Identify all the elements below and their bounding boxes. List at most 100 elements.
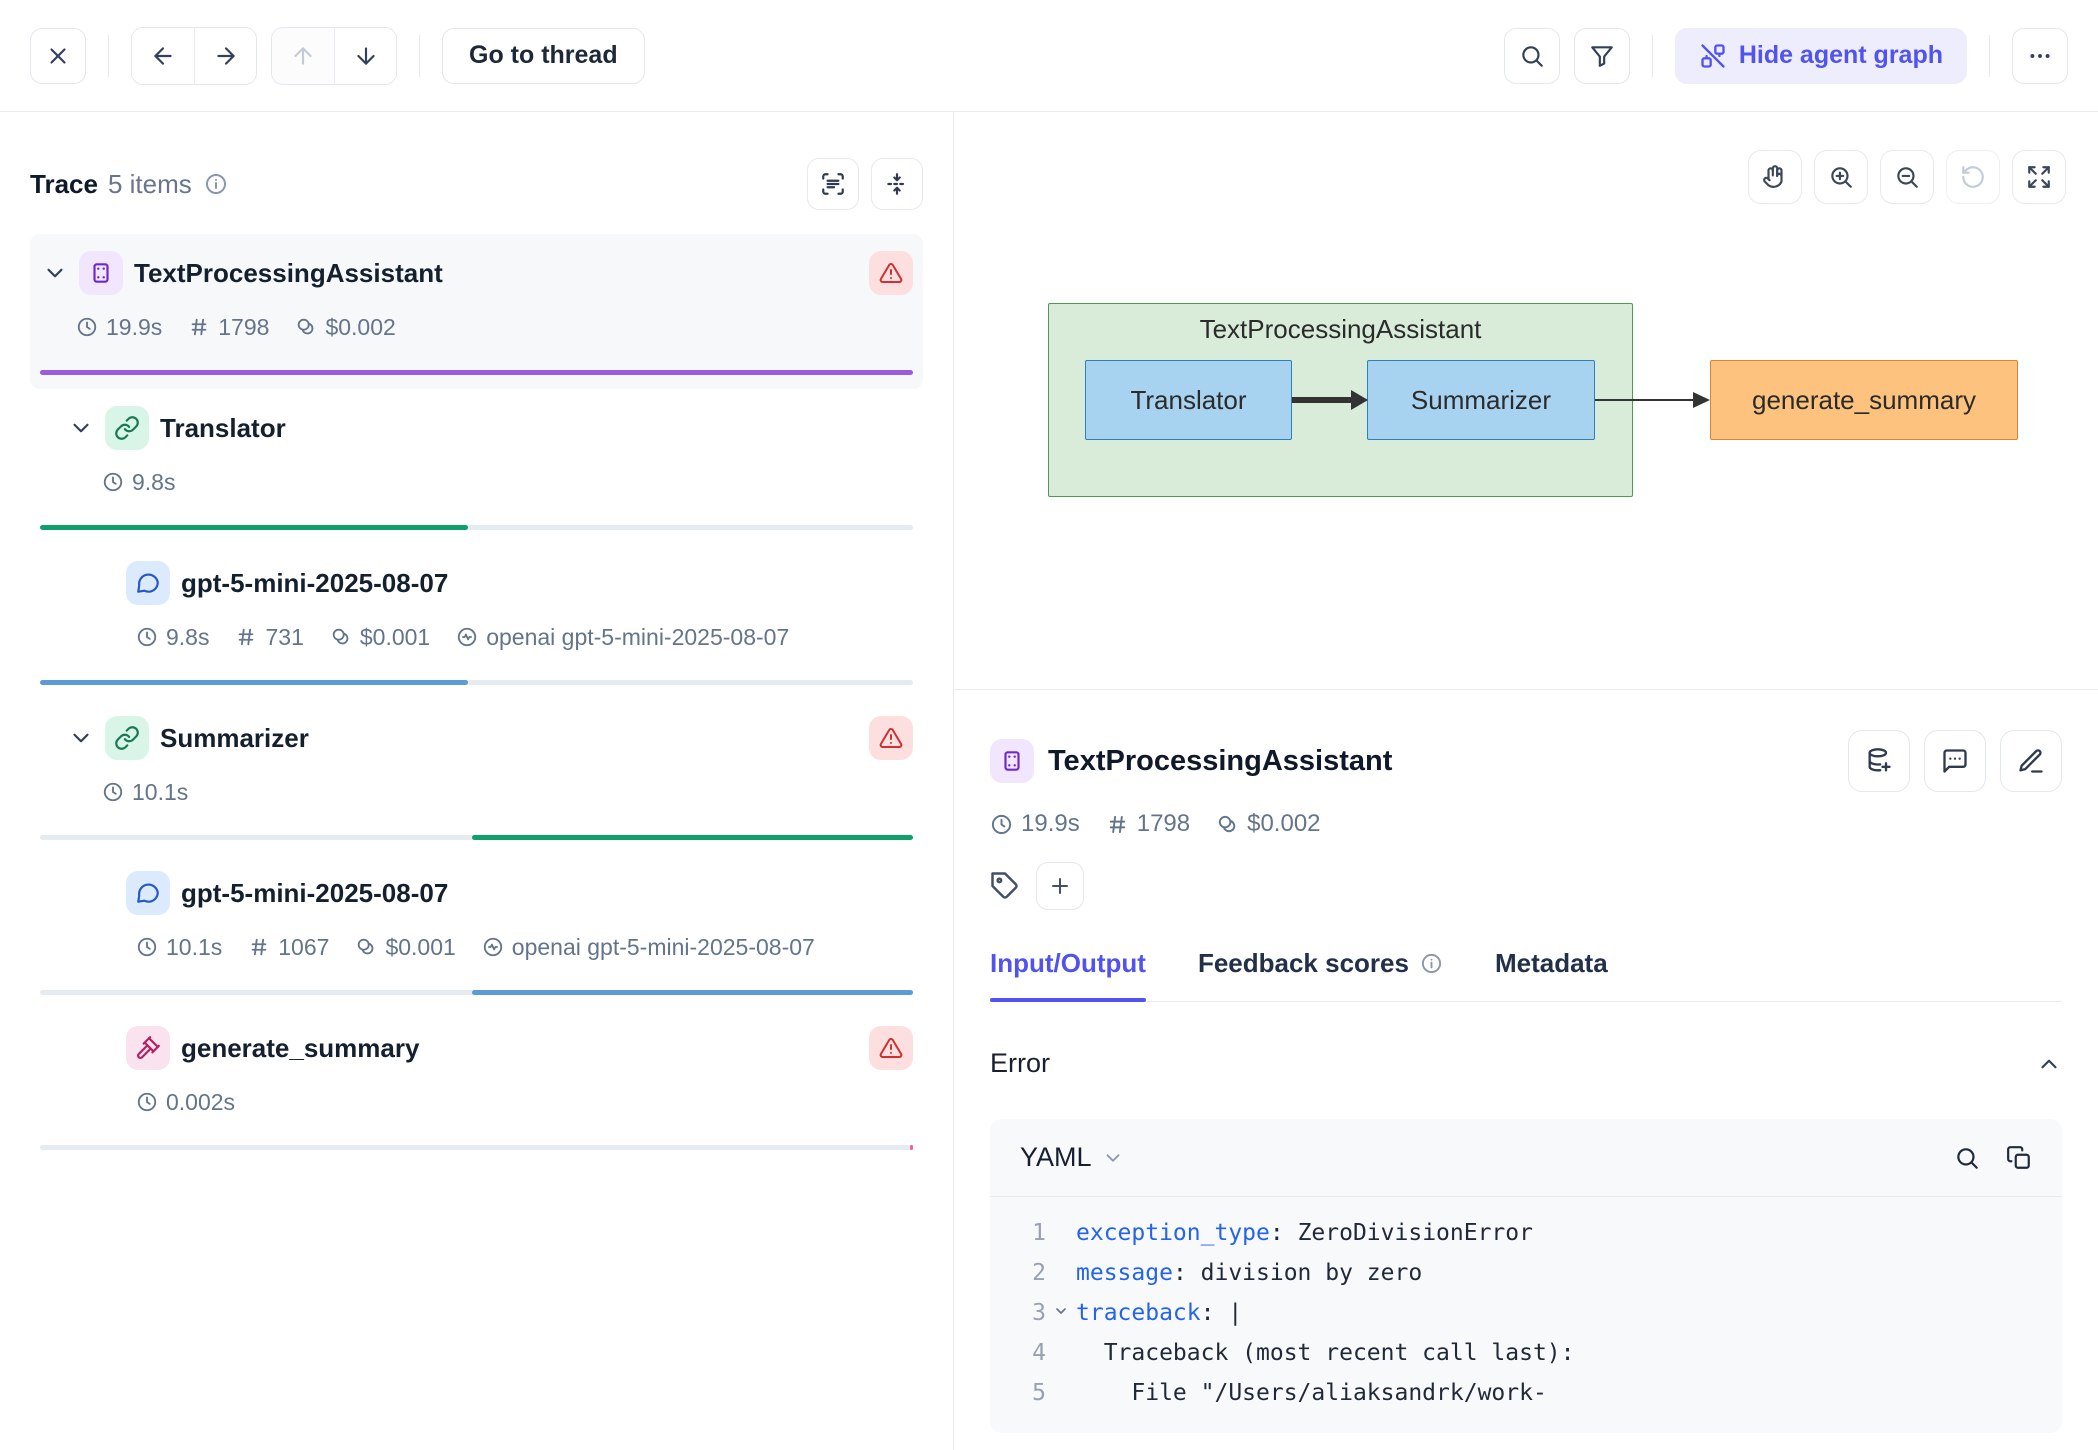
hide-agent-graph-label: Hide agent graph bbox=[1738, 41, 1943, 69]
timeline-bar bbox=[40, 680, 468, 685]
fold-chevron-icon[interactable] bbox=[1046, 1293, 1076, 1319]
chevron-down-icon[interactable] bbox=[68, 725, 94, 751]
hammer-icon bbox=[126, 1026, 170, 1070]
tree-row-llm[interactable]: gpt-5-mini-2025-08-07 10.1s 1067 bbox=[30, 854, 923, 1009]
graph-edge bbox=[1292, 397, 1352, 403]
timeline-bar bbox=[909, 1145, 913, 1150]
info-icon bbox=[1420, 952, 1443, 975]
agent-graph-panel: TextProcessingAssistant Translator Summa… bbox=[954, 112, 2098, 690]
filter-button[interactable] bbox=[1573, 27, 1630, 84]
divider bbox=[108, 34, 109, 77]
tree-row-tool[interactable]: generate_summary 0.002s bbox=[30, 1009, 923, 1164]
error-badge bbox=[869, 251, 913, 295]
chevron-down-icon bbox=[1102, 1147, 1124, 1169]
tag-icon bbox=[990, 871, 1020, 901]
cost-stat: $0.002 bbox=[1216, 810, 1321, 838]
hide-agent-graph-button[interactable]: Hide agent graph bbox=[1674, 27, 1967, 84]
tags-row bbox=[990, 862, 2062, 910]
tokens-stat: 1798 bbox=[1106, 810, 1190, 838]
tree-row-span[interactable]: Translator 9.8s bbox=[30, 389, 923, 544]
code-block-actions bbox=[1954, 1145, 2032, 1171]
database-plus-icon bbox=[1865, 747, 1893, 775]
add-to-dataset-button[interactable] bbox=[1848, 730, 1910, 792]
format-select[interactable]: YAML bbox=[1020, 1142, 1124, 1173]
clock-icon bbox=[136, 1091, 158, 1113]
tab-metadata[interactable]: Metadata bbox=[1494, 948, 1608, 978]
pan-button[interactable] bbox=[1748, 150, 1802, 204]
filter-icon bbox=[1589, 43, 1615, 69]
duration-stat: 0.002s bbox=[136, 1089, 235, 1116]
cost-stat: $0.001 bbox=[355, 934, 456, 961]
arrow-left-icon bbox=[150, 43, 176, 69]
plus-icon bbox=[1048, 874, 1072, 898]
details-header: TextProcessingAssistant bbox=[990, 730, 2062, 792]
arrow-up-icon bbox=[290, 43, 316, 69]
agent-graph-canvas[interactable]: TextProcessingAssistant Translator Summa… bbox=[954, 112, 2098, 689]
search-icon bbox=[1519, 43, 1545, 69]
reset-view-button[interactable] bbox=[1946, 150, 2000, 204]
graph-node-label: Summarizer bbox=[1410, 384, 1552, 415]
right-panel: TextProcessingAssistant Translator Summa… bbox=[954, 112, 2098, 1450]
fullscreen-button[interactable] bbox=[2012, 150, 2066, 204]
graph-node-label: Translator bbox=[1130, 384, 1247, 415]
next-item-button[interactable] bbox=[194, 27, 256, 84]
search-button[interactable] bbox=[1503, 27, 1560, 84]
code-lines[interactable]: 1 exception_type: ZeroDivisionError 2 me… bbox=[990, 1197, 2062, 1433]
pencil-icon bbox=[2017, 747, 2045, 775]
zoom-out-button[interactable] bbox=[1880, 150, 1934, 204]
hash-icon bbox=[235, 626, 257, 648]
provider-icon bbox=[482, 936, 504, 958]
hash-icon bbox=[188, 316, 210, 338]
tab-input-output[interactable]: Input/Output bbox=[990, 948, 1146, 1002]
code-line: 2 message: division by zero bbox=[1032, 1260, 1423, 1286]
search-icon[interactable] bbox=[1954, 1145, 1980, 1171]
expand-details-button[interactable] bbox=[807, 158, 859, 210]
timeline-bar bbox=[472, 835, 913, 840]
graph-node-translator[interactable]: Translator bbox=[1085, 360, 1292, 440]
move-down-button[interactable] bbox=[334, 27, 396, 84]
info-icon bbox=[204, 172, 228, 196]
add-tag-button[interactable] bbox=[1036, 862, 1084, 910]
chevron-down-icon[interactable] bbox=[68, 415, 94, 441]
tab-feedback-scores[interactable]: Feedback scores bbox=[1198, 948, 1443, 1001]
copy-icon[interactable] bbox=[2006, 1145, 2032, 1171]
edit-button[interactable] bbox=[2000, 730, 2062, 792]
link-icon bbox=[105, 716, 149, 760]
error-section-header[interactable]: Error bbox=[990, 1048, 2062, 1079]
chevron-up-icon[interactable] bbox=[2036, 1051, 2062, 1077]
collapse-vertical-icon bbox=[884, 171, 910, 197]
tree-row-llm[interactable]: gpt-5-mini-2025-08-07 9.8s 731 bbox=[30, 544, 923, 699]
tokens-stat: 731 bbox=[235, 624, 304, 651]
agent-graph-icon bbox=[1699, 42, 1727, 70]
chevron-down-icon[interactable] bbox=[42, 260, 68, 286]
code-line: 4 Traceback (most recent call last): bbox=[1032, 1340, 1575, 1366]
comment-button[interactable] bbox=[1924, 730, 1986, 792]
graph-arrowhead bbox=[1351, 390, 1368, 410]
coins-icon bbox=[295, 316, 317, 338]
move-up-button[interactable] bbox=[272, 27, 334, 84]
tree-row-trace[interactable]: TextProcessingAssistant 19.9s 1798 bbox=[30, 234, 923, 389]
expand-icon bbox=[2026, 164, 2052, 190]
collapse-all-button[interactable] bbox=[871, 158, 923, 210]
timeline-track bbox=[40, 835, 913, 840]
graph-node-summarizer[interactable]: Summarizer bbox=[1367, 360, 1595, 440]
up-down-group bbox=[271, 26, 397, 85]
clock-icon bbox=[136, 936, 158, 958]
error-section-title: Error bbox=[990, 1048, 1050, 1078]
go-to-thread-button[interactable]: Go to thread bbox=[442, 27, 645, 84]
provider-stat: openai gpt-5-mini-2025-08-07 bbox=[482, 934, 815, 961]
code-line: 1 exception_type: ZeroDivisionError bbox=[1032, 1220, 1533, 1246]
close-button[interactable] bbox=[30, 27, 86, 84]
more-options-button[interactable] bbox=[2012, 27, 2068, 84]
chat-bubble-icon bbox=[126, 871, 170, 915]
divider bbox=[419, 34, 420, 77]
tree-row-span[interactable]: Summarizer 10.1s bbox=[30, 699, 923, 854]
graph-node-generate-summary[interactable]: generate_summary bbox=[1710, 360, 2018, 440]
duration-stat: 19.9s bbox=[76, 314, 162, 341]
error-code-block: YAML bbox=[990, 1119, 2062, 1433]
agent-icon bbox=[990, 739, 1034, 783]
clock-icon bbox=[990, 813, 1013, 836]
zoom-in-button[interactable] bbox=[1814, 150, 1868, 204]
clock-icon bbox=[102, 471, 124, 493]
previous-item-button[interactable] bbox=[132, 27, 194, 84]
